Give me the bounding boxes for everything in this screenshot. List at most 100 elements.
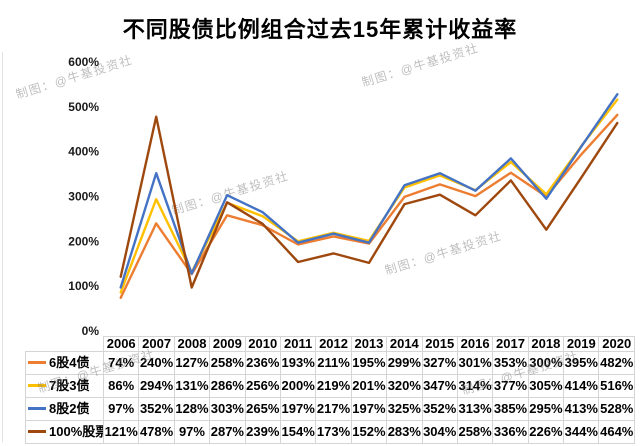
legend-cell: 7股3债	[25, 374, 104, 398]
value-cell: 353%	[492, 351, 529, 375]
value-cell: 197%	[350, 397, 388, 421]
series-label: 6股4债	[49, 355, 90, 370]
watermark: 制图：@牛基投资社	[383, 228, 504, 278]
series-line-100%股票	[119, 115, 619, 289]
value-cell: 258%	[209, 351, 246, 375]
value-cell: 256%	[244, 374, 281, 398]
y-axis-tick-label: 300%	[68, 190, 99, 204]
value-cell: 258%	[456, 420, 494, 444]
value-cell: 414%	[563, 374, 600, 398]
value-cell: 352%	[138, 397, 175, 421]
value-cell: 347%	[421, 374, 458, 398]
value-cell: 152%	[350, 420, 388, 444]
value-cell: 305%	[527, 374, 565, 398]
value-cell: 173%	[315, 420, 352, 444]
y-axis-tick-label: 600%	[68, 55, 99, 69]
legend-swatch	[28, 430, 46, 433]
value-cell: 201%	[350, 374, 388, 398]
value-cell: 482%	[598, 351, 635, 375]
year-header: 2020	[598, 336, 635, 352]
value-cell: 219%	[315, 374, 352, 398]
value-cell: 314%	[456, 374, 494, 398]
series-line-8股2债	[119, 93, 619, 289]
watermark: 制图：@牛基投资社	[360, 40, 481, 90]
value-cell: 395%	[563, 351, 600, 375]
value-cell: 195%	[350, 351, 388, 375]
page-left-border	[2, 52, 3, 442]
value-cell: 294%	[138, 374, 175, 398]
legend-cell: 100%股票	[25, 420, 104, 444]
value-cell: 303%	[209, 397, 246, 421]
value-cell: 313%	[456, 397, 494, 421]
year-header: 2010	[244, 336, 281, 352]
value-cell: 193%	[279, 351, 317, 375]
value-cell: 300%	[527, 351, 565, 375]
year-header: 2006	[102, 336, 140, 352]
value-cell: 197%	[279, 397, 317, 421]
table-row: 100%股票 121% 478% 97% 287% 239% 154% 173% 152% 283…	[25, 420, 635, 444]
series-label: 8股2债	[49, 401, 90, 416]
table-row: 8股2债 97% 352% 128% 303% 265% 197% 217% 197% 325% 3…	[25, 397, 635, 421]
value-cell: 240%	[138, 351, 175, 375]
data-table: 2006 2007 2008 2009 2010 2011 2012 2013 2014 2015…	[25, 336, 635, 444]
year-header: 2009	[209, 336, 246, 352]
value-cell: 283%	[386, 420, 423, 444]
y-axis-tick-label: 500%	[68, 100, 99, 114]
value-cell: 286%	[209, 374, 246, 398]
value-cell: 385%	[492, 397, 529, 421]
year-header: 2011	[279, 336, 317, 352]
year-header: 2007	[138, 336, 175, 352]
value-cell: 239%	[244, 420, 281, 444]
series-line-7股3债	[119, 98, 619, 294]
legend-swatch	[28, 407, 46, 410]
year-header: 2008	[173, 336, 211, 352]
legend-swatch	[28, 361, 46, 364]
value-cell: 516%	[598, 374, 635, 398]
value-cell: 299%	[386, 351, 423, 375]
year-header: 2018	[527, 336, 565, 352]
value-cell: 226%	[527, 420, 565, 444]
value-cell: 327%	[421, 351, 458, 375]
value-cell: 320%	[386, 374, 423, 398]
value-cell: 377%	[492, 374, 529, 398]
table-row: 6股4债 74% 240% 127% 258% 236% 193% 211% 195% 299% 3…	[25, 351, 635, 375]
year-header: 2013	[350, 336, 388, 352]
year-header: 2012	[315, 336, 352, 352]
value-cell: 236%	[244, 351, 281, 375]
table-row: 7股3债 86% 294% 131% 286% 256% 200% 219% 201% 320% 3…	[25, 374, 635, 398]
value-cell: 295%	[527, 397, 565, 421]
year-header: 2015	[421, 336, 458, 352]
value-cell: 97%	[173, 420, 211, 444]
value-cell: 121%	[102, 420, 140, 444]
value-cell: 86%	[102, 374, 140, 398]
value-cell: 211%	[315, 351, 352, 375]
value-cell: 265%	[244, 397, 281, 421]
y-axis-tick-label: 100%	[68, 279, 99, 293]
year-header: 2014	[386, 336, 423, 352]
value-cell: 200%	[279, 374, 317, 398]
value-cell: 352%	[421, 397, 458, 421]
year-header: 2017	[492, 336, 529, 352]
legend-cell: 8股2债	[25, 397, 104, 421]
series-line-6股4债	[119, 113, 619, 299]
year-header: 2016	[456, 336, 494, 352]
chart-title: 不同股债比例组合过去15年累计收益率	[122, 17, 518, 42]
value-cell: 304%	[421, 420, 458, 444]
value-cell: 301%	[456, 351, 494, 375]
value-cell: 131%	[173, 374, 211, 398]
legend-cell: 6股4债	[25, 351, 104, 375]
value-cell: 325%	[386, 397, 423, 421]
value-cell: 464%	[598, 420, 635, 444]
y-axis-tick-label: 200%	[68, 234, 99, 248]
series-label: 7股3债	[49, 378, 90, 393]
series-label: 100%股票	[49, 424, 104, 439]
value-cell: 128%	[173, 397, 211, 421]
value-cell: 478%	[138, 420, 175, 444]
year-header: 2019	[563, 336, 600, 352]
value-cell: 528%	[598, 397, 635, 421]
value-cell: 217%	[315, 397, 352, 421]
value-cell: 127%	[173, 351, 211, 375]
value-cell: 344%	[563, 420, 600, 444]
value-cell: 97%	[102, 397, 140, 421]
y-axis-tick-label: 400%	[68, 145, 99, 159]
